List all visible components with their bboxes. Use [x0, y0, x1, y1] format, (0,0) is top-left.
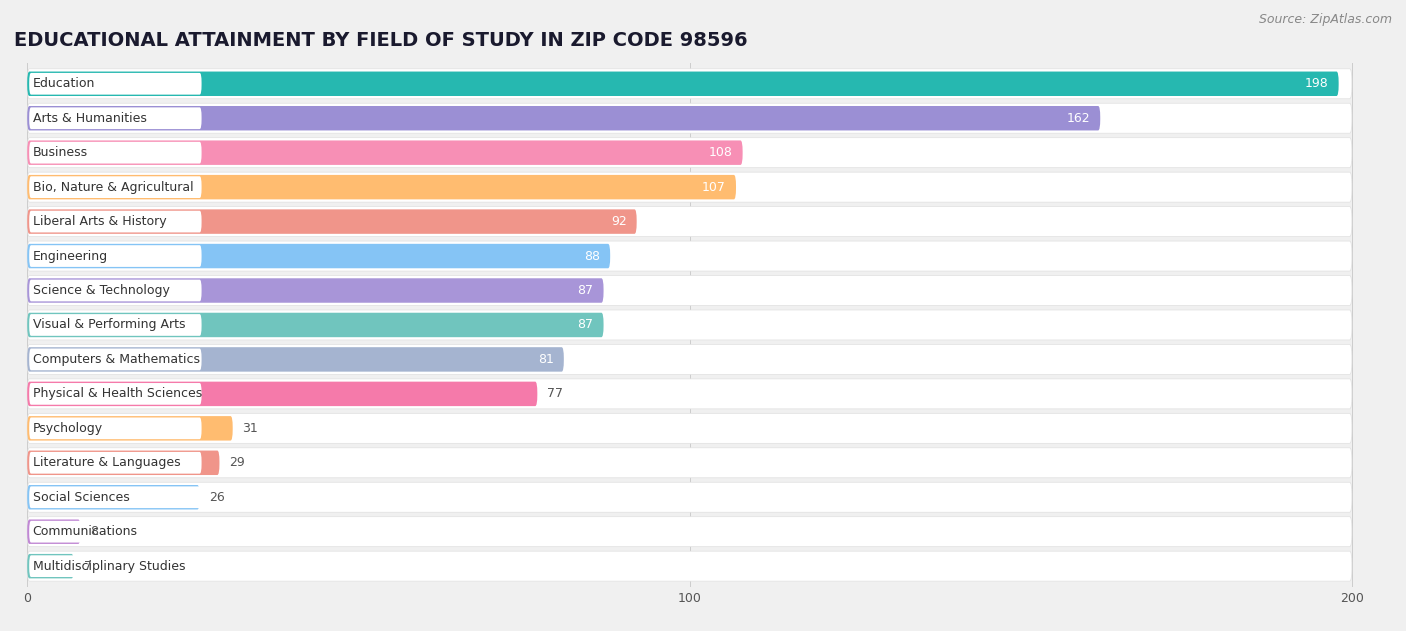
FancyBboxPatch shape — [27, 554, 73, 579]
Text: 107: 107 — [702, 180, 725, 194]
FancyBboxPatch shape — [27, 379, 1353, 409]
FancyBboxPatch shape — [30, 487, 201, 508]
Text: Business: Business — [32, 146, 87, 159]
FancyBboxPatch shape — [27, 519, 80, 544]
Text: 81: 81 — [538, 353, 554, 366]
FancyBboxPatch shape — [27, 517, 1353, 546]
Text: EDUCATIONAL ATTAINMENT BY FIELD OF STUDY IN ZIP CODE 98596: EDUCATIONAL ATTAINMENT BY FIELD OF STUDY… — [14, 32, 748, 50]
Text: 88: 88 — [583, 249, 600, 262]
Text: Psychology: Psychology — [32, 422, 103, 435]
Text: 31: 31 — [243, 422, 259, 435]
FancyBboxPatch shape — [30, 280, 201, 302]
FancyBboxPatch shape — [27, 244, 610, 268]
Text: 198: 198 — [1305, 77, 1329, 90]
Text: Literature & Languages: Literature & Languages — [32, 456, 180, 469]
FancyBboxPatch shape — [27, 141, 742, 165]
Text: 162: 162 — [1067, 112, 1090, 125]
FancyBboxPatch shape — [27, 347, 564, 372]
Text: Bio, Nature & Agricultural: Bio, Nature & Agricultural — [32, 180, 193, 194]
FancyBboxPatch shape — [30, 521, 201, 543]
FancyBboxPatch shape — [30, 142, 201, 163]
Text: 77: 77 — [547, 387, 564, 401]
Text: Source: ZipAtlas.com: Source: ZipAtlas.com — [1258, 13, 1392, 26]
FancyBboxPatch shape — [30, 245, 201, 267]
Text: 26: 26 — [209, 491, 225, 504]
FancyBboxPatch shape — [30, 555, 201, 577]
Text: 108: 108 — [709, 146, 733, 159]
FancyBboxPatch shape — [27, 413, 1353, 444]
Text: Physical & Health Sciences: Physical & Health Sciences — [32, 387, 202, 401]
FancyBboxPatch shape — [27, 175, 735, 199]
FancyBboxPatch shape — [27, 71, 1339, 96]
Text: Multidisciplinary Studies: Multidisciplinary Studies — [32, 560, 186, 573]
FancyBboxPatch shape — [30, 176, 201, 198]
FancyBboxPatch shape — [27, 69, 1353, 99]
FancyBboxPatch shape — [30, 314, 201, 336]
FancyBboxPatch shape — [27, 241, 1353, 271]
Text: Education: Education — [32, 77, 96, 90]
FancyBboxPatch shape — [27, 382, 537, 406]
Text: 87: 87 — [578, 284, 593, 297]
FancyBboxPatch shape — [27, 551, 1353, 581]
FancyBboxPatch shape — [27, 310, 1353, 340]
Text: Computers & Mathematics: Computers & Mathematics — [32, 353, 200, 366]
Text: 87: 87 — [578, 319, 593, 331]
FancyBboxPatch shape — [30, 383, 201, 404]
FancyBboxPatch shape — [27, 278, 603, 303]
FancyBboxPatch shape — [27, 172, 1353, 202]
FancyBboxPatch shape — [27, 106, 1101, 131]
FancyBboxPatch shape — [27, 451, 219, 475]
FancyBboxPatch shape — [30, 418, 201, 439]
FancyBboxPatch shape — [30, 348, 201, 370]
FancyBboxPatch shape — [27, 482, 1353, 512]
FancyBboxPatch shape — [27, 138, 1353, 168]
Text: Social Sciences: Social Sciences — [32, 491, 129, 504]
FancyBboxPatch shape — [30, 107, 201, 129]
Text: 29: 29 — [229, 456, 245, 469]
FancyBboxPatch shape — [27, 485, 200, 509]
FancyBboxPatch shape — [27, 209, 637, 234]
Text: Arts & Humanities: Arts & Humanities — [32, 112, 146, 125]
FancyBboxPatch shape — [30, 452, 201, 474]
FancyBboxPatch shape — [27, 313, 603, 337]
FancyBboxPatch shape — [27, 276, 1353, 305]
FancyBboxPatch shape — [30, 73, 201, 95]
Text: Communications: Communications — [32, 525, 138, 538]
FancyBboxPatch shape — [27, 103, 1353, 133]
FancyBboxPatch shape — [27, 206, 1353, 237]
Text: 8: 8 — [90, 525, 98, 538]
FancyBboxPatch shape — [27, 416, 233, 440]
Text: 92: 92 — [610, 215, 627, 228]
Text: 7: 7 — [83, 560, 91, 573]
Text: Liberal Arts & History: Liberal Arts & History — [32, 215, 166, 228]
Text: Engineering: Engineering — [32, 249, 108, 262]
FancyBboxPatch shape — [27, 448, 1353, 478]
Text: Visual & Performing Arts: Visual & Performing Arts — [32, 319, 186, 331]
FancyBboxPatch shape — [30, 211, 201, 232]
Text: Science & Technology: Science & Technology — [32, 284, 170, 297]
FancyBboxPatch shape — [27, 345, 1353, 374]
